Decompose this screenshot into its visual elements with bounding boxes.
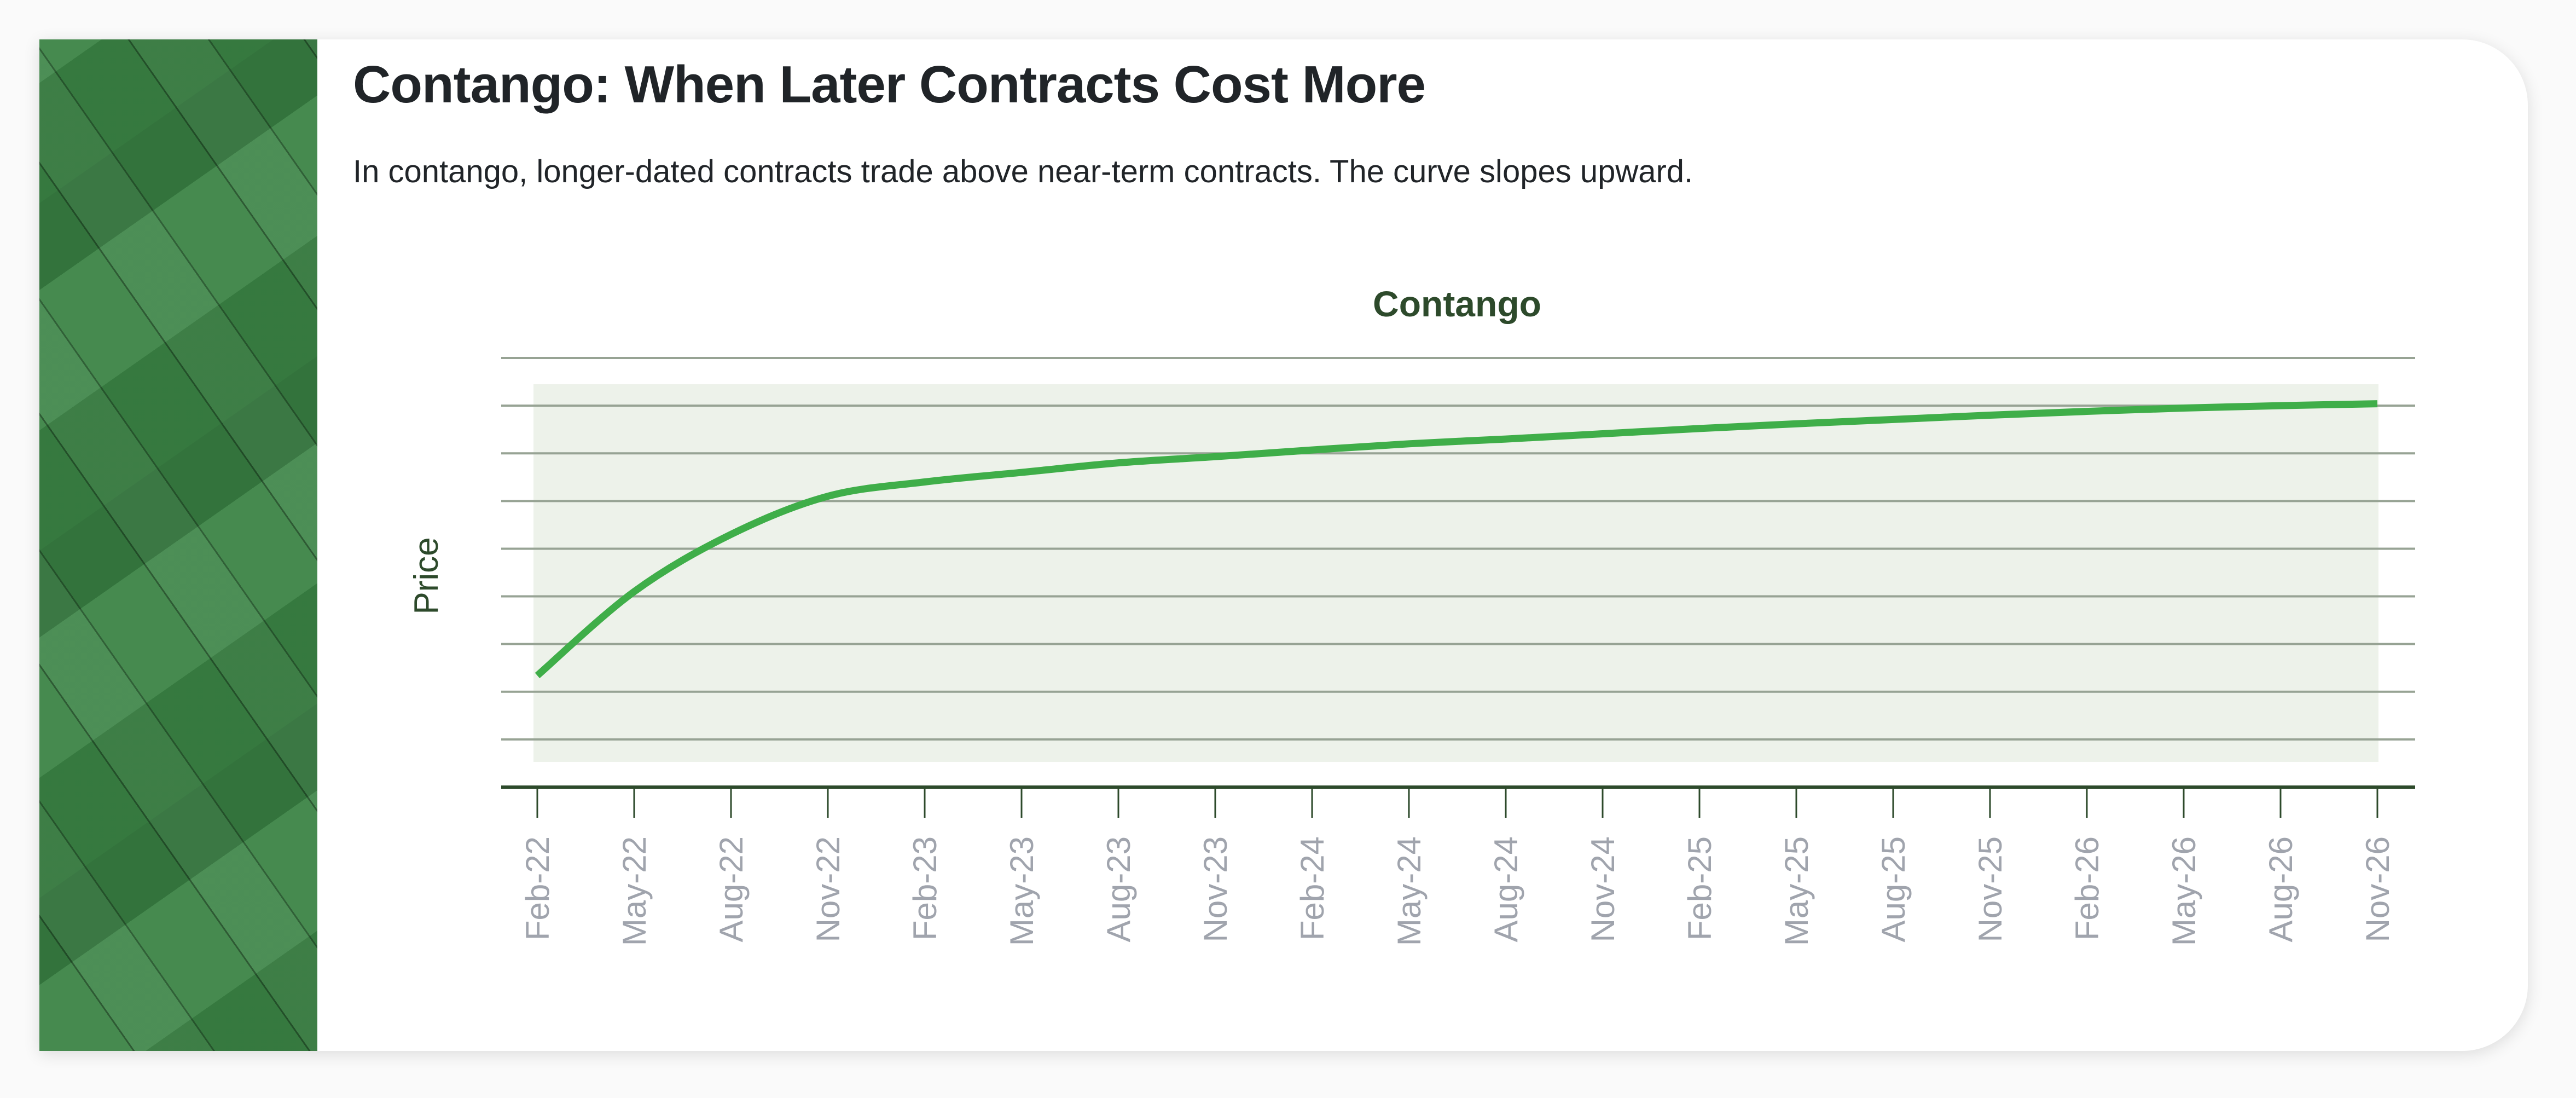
decorative-pattern-panel (39, 39, 317, 1051)
page-title: Contango: When Later Contracts Cost More (353, 55, 1426, 114)
x-tick-label: Nov-22 (810, 836, 846, 942)
x-tick-label: Feb-26 (2069, 836, 2105, 940)
x-tick-label: Aug-26 (2262, 836, 2299, 942)
x-tick-label: Aug-22 (713, 836, 750, 942)
x-tick-label: Feb-23 (907, 836, 943, 940)
x-tick-label: Feb-22 (519, 836, 556, 940)
x-tick-label: Aug-24 (1488, 836, 1524, 942)
chart-title: Contango (1373, 284, 1541, 324)
x-tick-label: May-22 (616, 836, 653, 946)
page-subtitle: In contango, longer-dated contracts trad… (353, 154, 1693, 189)
x-tick-label: May-23 (1003, 836, 1040, 946)
x-tick-label: Feb-25 (1681, 836, 1718, 940)
x-tick-label: May-26 (2166, 836, 2202, 946)
plot-background (533, 384, 2378, 762)
x-tick-label: May-24 (1391, 836, 1428, 946)
y-axis-label: Price (408, 537, 445, 614)
x-tick-label: Nov-25 (1972, 836, 2009, 942)
x-tick-label: Aug-23 (1100, 836, 1137, 942)
x-tick-label: May-25 (1778, 836, 1815, 946)
x-tick-label: Nov-23 (1197, 836, 1234, 942)
x-tick-label: Feb-24 (1294, 836, 1331, 940)
x-tick-label: Aug-25 (1875, 836, 1912, 942)
x-tick-label: Nov-26 (2359, 836, 2396, 942)
x-tick-label: Nov-24 (1585, 836, 1621, 942)
price-curve-line (535, 400, 2378, 679)
